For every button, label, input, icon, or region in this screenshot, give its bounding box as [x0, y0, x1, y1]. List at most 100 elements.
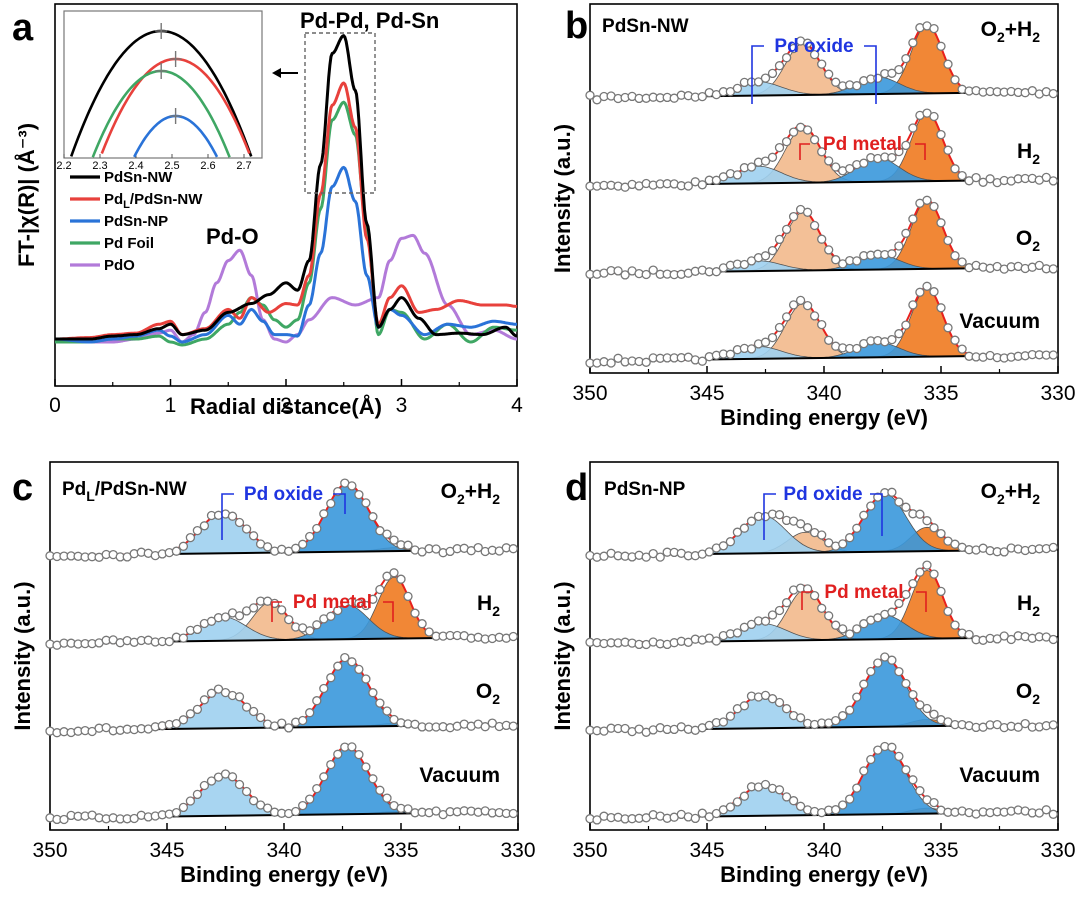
- annotation-pd-pd: Pd-Pd, Pd-Sn: [300, 8, 439, 33]
- inset-x-tick-label-2.6: 2.6: [200, 160, 215, 172]
- panel-c-xps: 350 345 340 335 330 Binding energy (eV) Intens…: [10, 461, 536, 887]
- data-point: [690, 813, 700, 824]
- data-point: [894, 64, 904, 75]
- x-tick-label-350: 350: [32, 839, 67, 862]
- data-point: [936, 303, 946, 313]
- data-point: [802, 125, 813, 135]
- data-point: [831, 715, 841, 726]
- data-point: [845, 794, 855, 804]
- data-point: [824, 611, 834, 621]
- data-point: [361, 674, 371, 684]
- data-point: [964, 629, 974, 640]
- data-point: [732, 628, 743, 638]
- data-point: [368, 512, 378, 522]
- data-points: [45, 742, 518, 825]
- data-point: [59, 814, 69, 825]
- condition-label: Vacuum: [959, 764, 1040, 787]
- data-point: [802, 38, 813, 48]
- pd-oxide-bracket-line: [751, 45, 877, 104]
- data-point: [305, 708, 315, 718]
- data-point: [185, 709, 196, 719]
- data-point: [326, 498, 336, 509]
- data-point: [746, 516, 757, 526]
- data-point: [887, 68, 897, 78]
- data-point: [943, 323, 953, 333]
- data-point: [957, 344, 967, 354]
- data-point: [774, 785, 785, 795]
- data-point: [620, 270, 630, 280]
- data-point: [929, 287, 939, 297]
- condition-label: O2: [476, 680, 500, 707]
- data-point: [368, 594, 378, 604]
- data-point: [1048, 542, 1058, 553]
- data-point: [284, 614, 294, 625]
- data-point: [922, 703, 932, 714]
- data-point: [234, 779, 245, 790]
- data-points: [585, 108, 1058, 192]
- data-point: [901, 589, 911, 600]
- data-point: [305, 794, 315, 804]
- data-points: [45, 652, 518, 738]
- series-pdsn-np: [54, 165, 518, 344]
- pd-metal-label: Pd metal: [293, 592, 372, 613]
- data-point: [178, 802, 189, 813]
- data-point: [781, 224, 792, 235]
- data-point: [1048, 720, 1058, 730]
- data-point: [305, 531, 315, 542]
- x-tick-label-350: 350: [572, 839, 607, 862]
- data-point: [817, 530, 827, 540]
- panel-label-b: b: [565, 5, 588, 47]
- inset-x-tick-label-2.5: 2.5: [164, 160, 179, 172]
- data-point: [683, 181, 693, 191]
- data-point: [887, 334, 897, 345]
- data-point: [887, 249, 897, 259]
- data-point: [767, 245, 778, 256]
- data-point: [760, 337, 771, 347]
- data-point: [950, 164, 960, 174]
- data-point: [971, 172, 981, 183]
- data-point: [936, 41, 946, 51]
- data-point: [606, 358, 616, 368]
- data-point: [845, 705, 855, 715]
- x-tick-label-330: 330: [500, 839, 535, 862]
- sample-label: PdSn-NP: [604, 479, 686, 500]
- condition-label: O2+H2: [981, 480, 1041, 507]
- data-point: [901, 228, 911, 238]
- data-point: [767, 68, 778, 79]
- data-point: [697, 180, 707, 190]
- data-point: [817, 234, 827, 244]
- data-point: [901, 678, 911, 689]
- data-point: [767, 152, 778, 162]
- legend-label-2: PdSn-NP: [104, 213, 168, 230]
- data-point: [508, 721, 518, 731]
- pd-metal-bracket-line: [271, 601, 394, 622]
- data-point: [922, 195, 932, 205]
- data-point: [1048, 809, 1058, 819]
- pd-metal-label: Pd metal: [824, 582, 903, 603]
- panel-d-xlabel: Binding energy (eV): [720, 862, 928, 887]
- data-point: [312, 783, 322, 794]
- data-point: [333, 661, 343, 671]
- data-point: [192, 525, 203, 536]
- legend-label-0: PdSn-NW: [104, 169, 173, 186]
- data-point: [739, 701, 750, 711]
- data-point: [732, 83, 743, 94]
- data-point: [908, 123, 918, 133]
- legend-label-1: PdL/PdSn-NW: [104, 191, 203, 211]
- data-points: [585, 21, 1058, 105]
- data-point: [368, 688, 378, 698]
- data-point: [809, 311, 820, 321]
- data-point: [809, 220, 820, 231]
- data-point: [319, 772, 329, 782]
- pd-oxide-label: Pd oxide: [774, 36, 853, 57]
- legend-label-3: Pd Foil: [104, 235, 154, 252]
- data-point: [697, 356, 707, 366]
- data-point: [943, 145, 953, 155]
- data-point: [901, 502, 911, 512]
- data-point: [824, 335, 834, 345]
- data-point: [788, 796, 799, 806]
- data-point: [227, 511, 238, 521]
- data-point: [508, 544, 518, 554]
- x-tick-label-345: 345: [149, 839, 184, 862]
